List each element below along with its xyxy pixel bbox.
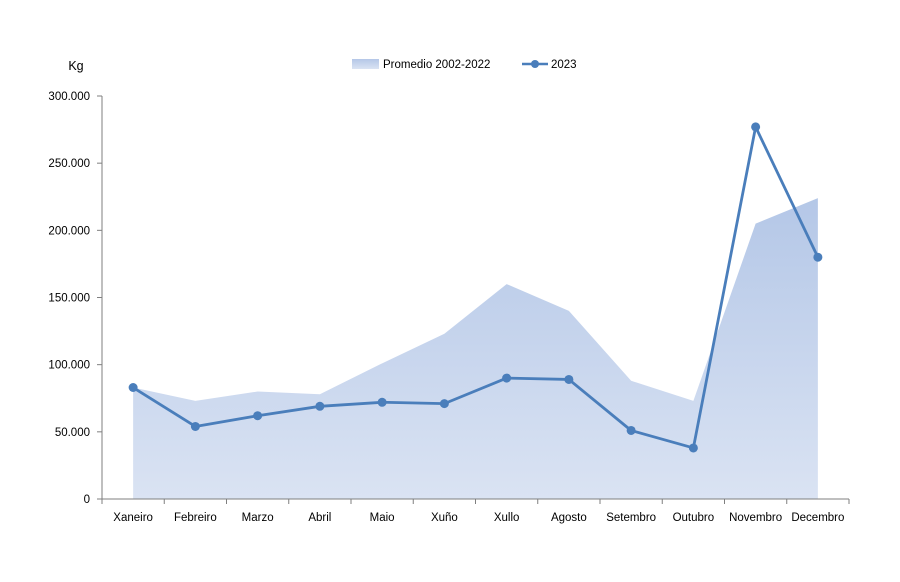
x-tick-label: Xaneiro — [113, 512, 153, 524]
data-point-2023 — [253, 411, 263, 421]
x-tick-label: Xullo — [494, 512, 520, 524]
y-axis-unit-label: Kg — [68, 59, 83, 73]
line-series-2023 — [132, 125, 820, 450]
legend-swatch-area — [352, 59, 379, 69]
x-tick-label: Novembro — [729, 512, 782, 524]
y-tick-label: 200.000 — [48, 225, 90, 237]
data-point-2023 — [315, 401, 325, 411]
y-tick-label: 300.000 — [48, 91, 90, 103]
x-tick-label: Febreiro — [174, 512, 217, 524]
y-tick-label: 250.000 — [48, 158, 90, 170]
data-point-2023 — [626, 425, 636, 435]
legend-marker-2023 — [531, 60, 539, 68]
data-point-2023 — [439, 399, 449, 409]
x-tick-label: Setembro — [606, 512, 656, 524]
legend-label-area: Promedio 2002-2022 — [383, 59, 490, 71]
area-series-promedio — [133, 198, 818, 500]
x-tick-label: Decembro — [791, 512, 844, 524]
x-tick-label: Xuño — [431, 512, 458, 524]
data-point-2023 — [377, 397, 387, 407]
y-tick-label: 0 — [84, 494, 90, 506]
x-tick-label: Outubro — [673, 512, 715, 524]
legend-label-2023: 2023 — [551, 59, 577, 71]
y-tick-label: 150.000 — [48, 293, 90, 305]
data-point-2023 — [564, 374, 574, 384]
data-point-2023 — [688, 443, 698, 453]
x-tick-label: Maio — [370, 512, 395, 524]
plot-area: 0 50.000 100.000 150.000 200.000 250.000 300.0… — [48, 91, 850, 524]
data-point-2023 — [190, 421, 200, 431]
x-tick-label: Marzo — [242, 512, 274, 524]
data-point-2023 — [813, 252, 823, 262]
y-tick-label: 100.000 — [48, 360, 90, 372]
x-tick-label: Agosto — [551, 512, 587, 524]
data-point-2023 — [128, 383, 138, 393]
y-tick-label: 50.000 — [55, 427, 90, 439]
data-point-2023 — [502, 373, 512, 383]
legend: Promedio 2002-2022 2023 — [352, 59, 577, 71]
x-tick-label: Abril — [308, 512, 331, 524]
data-point-2023 — [751, 122, 761, 132]
